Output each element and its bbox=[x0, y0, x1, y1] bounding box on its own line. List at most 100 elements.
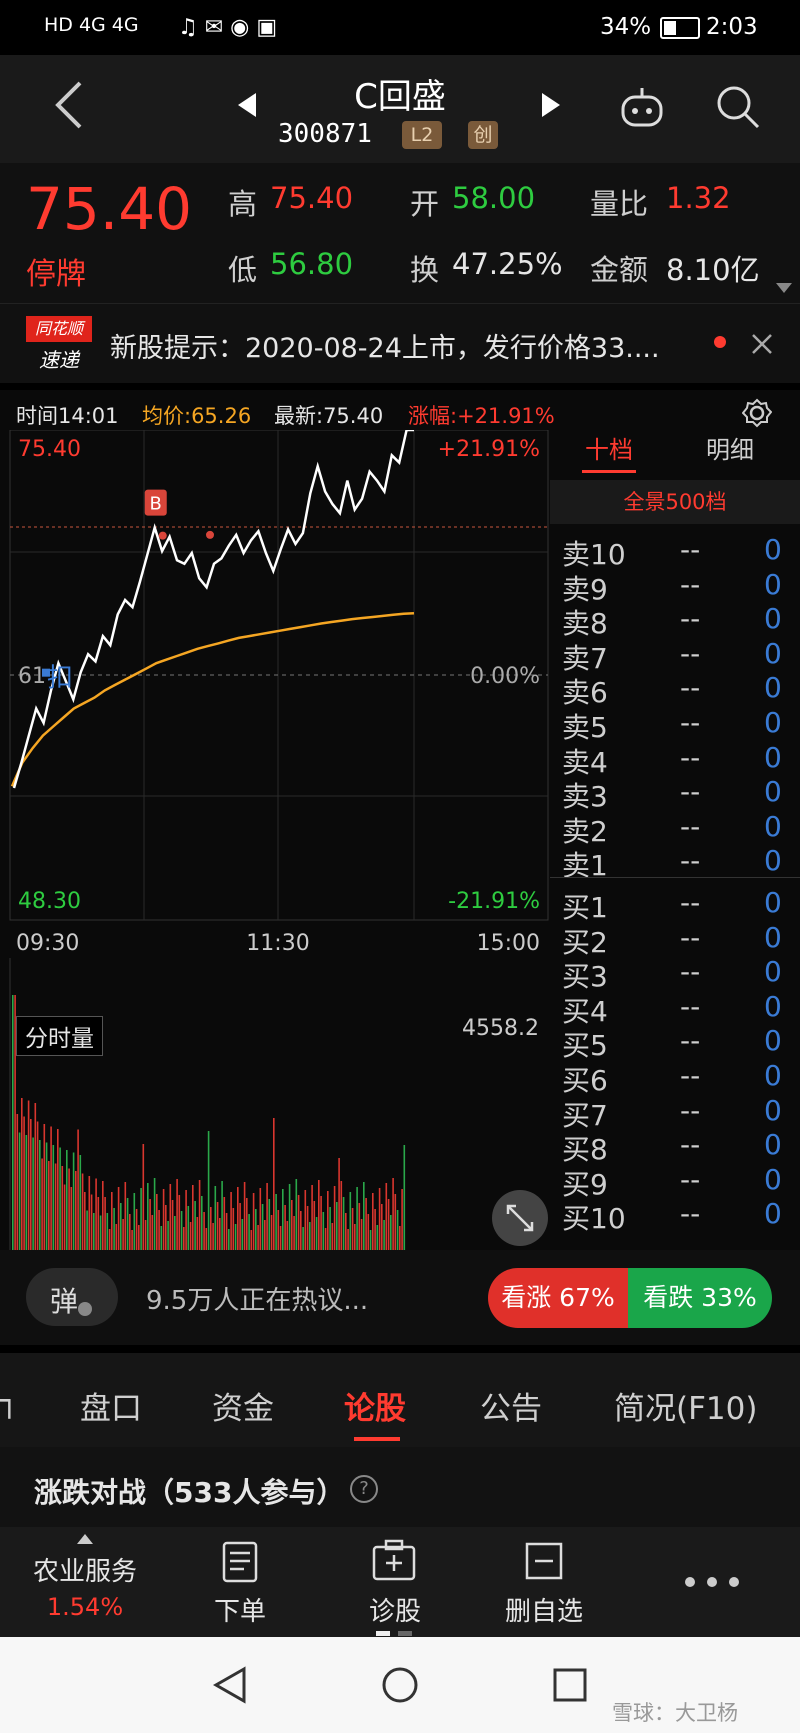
sector-button[interactable]: 农业服务 1.54% bbox=[0, 1527, 170, 1637]
tab-f10[interactable]: 简况(F10) bbox=[614, 1391, 758, 1427]
volume-bar bbox=[216, 1202, 219, 1250]
buy-level-row[interactable]: 买3 -- 0 bbox=[550, 955, 800, 993]
tab-announcement[interactable]: 公告 bbox=[480, 1391, 542, 1427]
tab-funds[interactable]: 资金 bbox=[212, 1391, 274, 1427]
volume-bar bbox=[115, 1224, 118, 1250]
settings-gear-icon[interactable] bbox=[742, 398, 772, 428]
tab-forum[interactable]: 论股 bbox=[344, 1391, 406, 1427]
fullscreen-button[interactable] bbox=[492, 1190, 548, 1246]
panorama-500-banner[interactable]: 全景500档 bbox=[550, 480, 800, 524]
buy-level-row[interactable]: 买7 -- 0 bbox=[550, 1093, 800, 1132]
bearish-vote-button[interactable]: 看跌 33% bbox=[628, 1268, 772, 1328]
volume-label[interactable]: 分时量 bbox=[16, 1016, 103, 1056]
level-qty: 0 bbox=[764, 1128, 782, 1162]
volume-bar bbox=[113, 1208, 115, 1250]
sell-level-row[interactable]: 卖3 -- 0 bbox=[550, 775, 800, 813]
volume-bar bbox=[153, 1178, 156, 1250]
volume-bar bbox=[140, 1188, 142, 1250]
level-price: -- bbox=[680, 706, 701, 739]
volume-ratio-value: 1.32 bbox=[666, 181, 731, 215]
sector-change: 1.54% bbox=[46, 1593, 124, 1621]
buy-level-row[interactable]: 买6 -- 0 bbox=[550, 1059, 800, 1097]
danmu-toggle[interactable]: 弹 bbox=[26, 1268, 118, 1326]
volume-bar bbox=[75, 1171, 77, 1250]
expand-chevron-icon[interactable] bbox=[774, 281, 794, 295]
volume-bar bbox=[124, 1182, 127, 1250]
turnover-label: 换 bbox=[410, 253, 440, 287]
ipo-notice[interactable]: 同花顺 速递 新股提示：2020-08-24上市，发行价格33.... bbox=[0, 303, 800, 383]
sell-level-row[interactable]: 卖2 -- 0 bbox=[550, 809, 800, 848]
level-qty: 0 bbox=[764, 809, 782, 843]
remove-watchlist-button[interactable]: 删自选 bbox=[494, 1527, 594, 1637]
volume-bar bbox=[347, 1229, 349, 1250]
volume-bar bbox=[300, 1211, 302, 1250]
unread-dot bbox=[714, 336, 726, 348]
diagnose-button[interactable]: 诊股 bbox=[340, 1527, 450, 1637]
sell-level-row[interactable]: 卖8 -- 0 bbox=[550, 602, 800, 640]
tab-ten-level[interactable]: 十档 bbox=[585, 436, 633, 464]
volume-bar bbox=[392, 1178, 394, 1250]
robot-assistant-icon[interactable] bbox=[617, 83, 667, 133]
level-price: -- bbox=[680, 1059, 701, 1092]
tab-handicap[interactable]: 盘口 bbox=[80, 1391, 142, 1427]
sell-marker-label: 扣 bbox=[47, 663, 73, 693]
volume-bar bbox=[261, 1204, 264, 1250]
sell-level-row[interactable]: 卖10 -- 0 bbox=[550, 533, 800, 571]
sell-level-row[interactable]: 卖7 -- 0 bbox=[550, 637, 800, 675]
buy-level-row[interactable]: 买8 -- 0 bbox=[550, 1128, 800, 1166]
level-qty: 0 bbox=[764, 1093, 782, 1127]
order-button[interactable]: 下单 bbox=[190, 1527, 290, 1637]
prev-stock-icon[interactable] bbox=[236, 91, 258, 119]
volume-bar bbox=[48, 1161, 50, 1250]
level-qty: 0 bbox=[764, 706, 782, 739]
sell-level-row[interactable]: 卖1 -- 0 bbox=[550, 844, 800, 882]
volume-bar bbox=[192, 1185, 194, 1250]
nav-recents-icon[interactable] bbox=[552, 1667, 588, 1703]
volume-bar bbox=[187, 1206, 190, 1250]
search-icon[interactable] bbox=[714, 83, 762, 131]
nav-back-icon[interactable] bbox=[212, 1665, 248, 1705]
buy-level-row[interactable]: 买9 -- 0 bbox=[550, 1163, 800, 1201]
battle-section: 涨跌对战（533人参与） ? bbox=[0, 1447, 800, 1527]
help-icon[interactable]: ? bbox=[350, 1475, 378, 1503]
app-notification-icons: ♫ ✉ ◉ ▣ bbox=[178, 15, 278, 40]
volume-bar bbox=[286, 1221, 289, 1250]
volume-bar bbox=[201, 1196, 203, 1250]
back-icon[interactable] bbox=[52, 77, 86, 133]
sell-level-row[interactable]: 卖6 -- 0 bbox=[550, 671, 800, 709]
buy-level-row[interactable]: 买2 -- 0 bbox=[550, 921, 800, 959]
tab-detail[interactable]: 明细 bbox=[706, 436, 754, 464]
tab-partial[interactable]: ┐ bbox=[0, 1383, 19, 1419]
volume-bar bbox=[14, 995, 16, 1250]
sell-level-row[interactable]: 卖5 -- 0 bbox=[550, 706, 800, 744]
buy-level-row[interactable]: 买10 -- 0 bbox=[550, 1197, 800, 1235]
volume-bar bbox=[185, 1190, 187, 1250]
volume-bar bbox=[129, 1214, 131, 1250]
sell-level-row[interactable]: 卖4 -- 0 bbox=[550, 741, 800, 779]
volume-bar bbox=[264, 1220, 266, 1250]
tab-forum-underline bbox=[354, 1437, 400, 1441]
sell-level-row[interactable]: 卖9 -- 0 bbox=[550, 568, 800, 606]
discussion-count[interactable]: 9.5万人正在热议... bbox=[146, 1286, 369, 1316]
bullish-vote-button[interactable]: 看涨 67% bbox=[488, 1268, 628, 1328]
volume-max: 4558.2 bbox=[462, 1016, 539, 1041]
sell-marker-dot bbox=[42, 668, 50, 677]
volume-bar bbox=[401, 1189, 403, 1250]
buy-level-row[interactable]: 买1 -- 0 bbox=[550, 886, 800, 924]
more-icon[interactable] bbox=[684, 1575, 740, 1589]
volume-bar bbox=[212, 1223, 214, 1250]
notice-text: 新股提示：2020-08-24上市，发行价格33.... bbox=[110, 333, 660, 364]
level-label: 卖7 bbox=[562, 641, 608, 675]
next-stock-icon[interactable] bbox=[540, 91, 562, 119]
price-chart[interactable]: 75.40 48.30 +21.91% 0.00% -21.91% 61 09:30 11:3… bbox=[0, 430, 550, 1250]
nav-home-icon[interactable] bbox=[380, 1665, 420, 1705]
quote-panel: 75.40 停牌 高 75.40 开 58.00 量比 1.32 低 56.80… bbox=[0, 163, 800, 303]
level-price: -- bbox=[680, 1197, 701, 1231]
order-form-icon bbox=[222, 1541, 258, 1583]
buy-level-row[interactable]: 买4 -- 0 bbox=[550, 990, 800, 1028]
buy-level-row[interactable]: 买5 -- 0 bbox=[550, 1024, 800, 1062]
close-icon[interactable] bbox=[750, 332, 774, 356]
level-label: 卖9 bbox=[562, 572, 608, 606]
chinext-tag: 创 bbox=[468, 121, 498, 149]
volume-bar bbox=[248, 1214, 250, 1250]
